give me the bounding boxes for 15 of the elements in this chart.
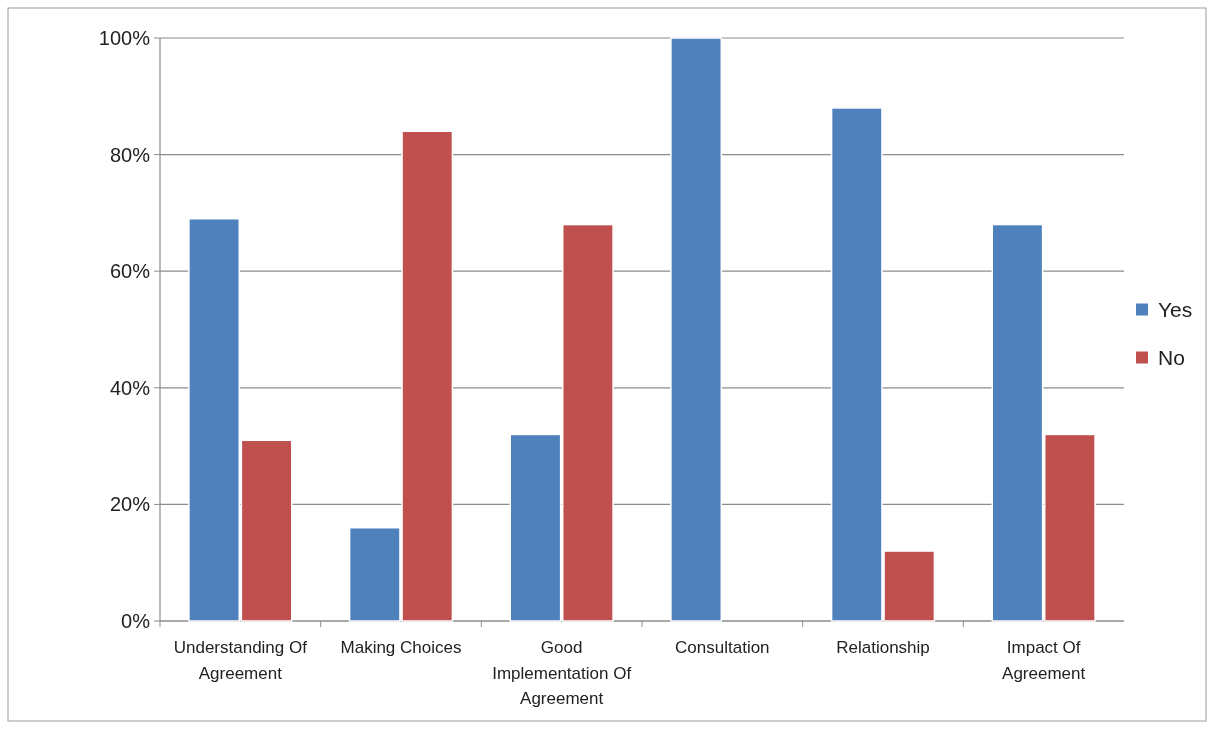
y-tick-label: 100% xyxy=(98,27,151,49)
x-tick-label: Impact Of Agreement xyxy=(1002,638,1086,683)
legend-label: No xyxy=(1158,345,1185,369)
x-tick-label: Consultation xyxy=(675,638,770,657)
y-tick-label: 80% xyxy=(109,143,151,166)
y-tick-label: 60% xyxy=(109,260,151,283)
x-tick-label: Relationship xyxy=(836,638,930,657)
y-tick-label: 40% xyxy=(109,376,151,399)
y-tick-label: 20% xyxy=(109,493,151,516)
bar xyxy=(670,37,723,622)
legend-label: Yes xyxy=(1158,297,1193,321)
x-tick-label: Good Implementation Of Agreement xyxy=(492,638,632,708)
y-tick-label: 0% xyxy=(121,610,151,632)
x-tick-label: Making Choices xyxy=(340,638,462,657)
x-tick-label: Understanding Of Agreement xyxy=(173,638,308,683)
